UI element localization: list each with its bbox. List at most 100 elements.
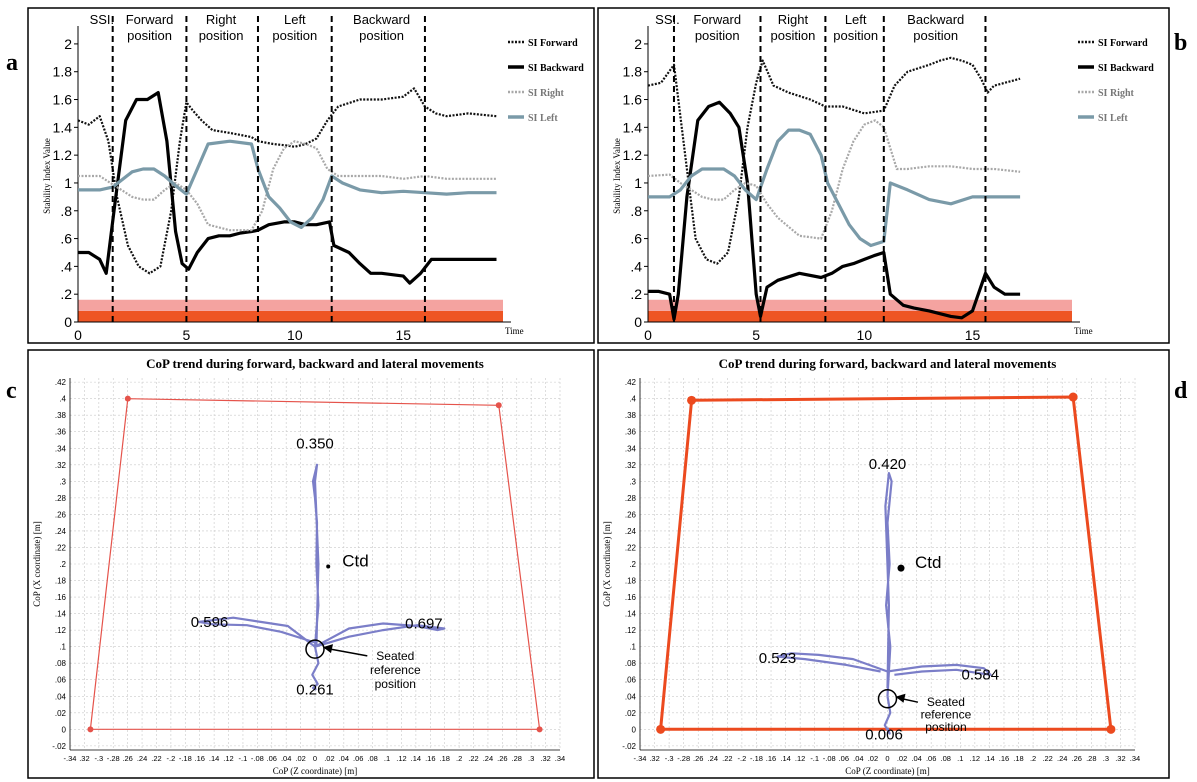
- series-line-si-forward: [647, 56, 1021, 265]
- cop-trace: [884, 472, 893, 697]
- frame-corner-point: [1068, 392, 1078, 402]
- x-tick-label: 5: [183, 327, 191, 343]
- x-tick-label: -.28: [677, 754, 690, 763]
- x-tick-label: .32: [540, 754, 550, 763]
- y-tick-label: .18: [625, 577, 637, 586]
- y-tick-label: -.02: [52, 742, 66, 751]
- x-tick-label: .3: [528, 754, 534, 763]
- y-tick-label: .16: [625, 593, 637, 602]
- y-tick-label: 1.6: [623, 92, 643, 108]
- series-line-si-forward: [77, 87, 497, 275]
- centroid-dot: [326, 564, 331, 569]
- seated-reference-circle: [305, 639, 325, 659]
- panel-frame-c: [27, 349, 595, 779]
- annotation-label: reference: [921, 708, 972, 722]
- risk-band: [648, 310, 1072, 322]
- y-tick-label: 2: [64, 36, 72, 52]
- y-tick-label: .02: [55, 709, 67, 718]
- y-tick-label: .24: [625, 527, 637, 536]
- chart-panel-a: 0 .2 .4 .6 .8 1 1.2 1.4 1.6 1.8 2 0 5 10 15 Time Stabili…: [42, 12, 584, 343]
- x-tick-label: .06: [353, 754, 363, 763]
- y-tick-label: 0: [632, 725, 637, 734]
- x-tick-label: .24: [708, 754, 718, 763]
- x-tick-label: .06: [839, 754, 849, 763]
- y-tick-label: .2: [60, 286, 72, 302]
- x-tick-label: -.18: [179, 754, 192, 763]
- y-tick-label: 1.8: [623, 64, 643, 80]
- y-tick-label: .08: [625, 659, 637, 668]
- panel-frame-a: [27, 7, 595, 344]
- x-tick-label: .22: [1042, 754, 1052, 763]
- y-tick-label: .32: [625, 461, 637, 470]
- cop-trace: [311, 646, 320, 691]
- x-tick-label: -.3: [665, 754, 674, 763]
- phase-label: position: [272, 28, 317, 43]
- x-tick-label: .34: [1130, 754, 1140, 763]
- x-tick-label: .08: [941, 754, 951, 763]
- y-tick-label: .06: [625, 676, 637, 685]
- y-tick-label: 2: [634, 36, 642, 52]
- y-tick-label: .18: [55, 577, 67, 586]
- x-tick-label: .16: [194, 754, 204, 763]
- x-tick-label: .28: [512, 754, 522, 763]
- x-tick-label: .04: [281, 754, 291, 763]
- x-tick-label: .32: [79, 754, 89, 763]
- x-tick-label: .04: [853, 754, 863, 763]
- x-tick-label: .16: [425, 754, 435, 763]
- legend-label: SI Forward: [528, 38, 578, 49]
- y-tick-label: 1: [634, 175, 642, 191]
- y-tick-label: 1.2: [623, 147, 643, 163]
- reference-arrow: [324, 647, 368, 657]
- panel-letter-b: b: [1174, 30, 1187, 56]
- y-tick-label: .28: [55, 494, 67, 503]
- x-tick-label: 0: [885, 754, 889, 763]
- seated-reference-circle: [877, 688, 898, 709]
- y-tick-label: .02: [625, 709, 637, 718]
- x-tick-label: .04: [911, 754, 921, 763]
- y-tick-label: 1.6: [53, 92, 73, 108]
- x-tick-label: 10: [287, 327, 303, 343]
- y-tick-label: .1: [629, 643, 636, 652]
- y-tick-label: .24: [55, 527, 67, 536]
- y-tick-label: .8: [630, 203, 642, 219]
- centroid-dot: [897, 564, 905, 572]
- reference-arrowhead: [895, 693, 906, 703]
- y-tick-label: 1: [64, 175, 72, 191]
- y-tick-label: .32: [55, 461, 67, 470]
- y-tick-label: .16: [55, 593, 67, 602]
- x-tick-label: .32: [649, 754, 659, 763]
- legend-label: SI Right: [1098, 88, 1135, 99]
- frame-corner-point: [495, 402, 502, 409]
- y-tick-label: .2: [59, 560, 66, 569]
- phase-label: position: [359, 28, 404, 43]
- x-tick-label: .04: [339, 754, 349, 763]
- x-tick-label: .12: [795, 754, 805, 763]
- x-tick-label: -.08: [251, 754, 264, 763]
- annotation-label: 0.350: [296, 435, 334, 452]
- x-tick-label: .2: [456, 754, 462, 763]
- y-tick-label: .12: [625, 626, 637, 635]
- x-axis-title: Time: [1074, 326, 1093, 336]
- x-tick-label: .02: [324, 754, 334, 763]
- x-tick-label: 10: [857, 327, 873, 343]
- chart-panel-d: CoP trend during forward, backward and l…: [602, 356, 1140, 776]
- x-tick-label: -.1: [239, 754, 248, 763]
- x-tick-label: -.28: [107, 754, 120, 763]
- panel-frame-b: [597, 7, 1170, 344]
- series-line-si-left: [78, 139, 497, 229]
- y-tick-label: .1: [59, 643, 66, 652]
- y-tick-label: .34: [625, 444, 637, 453]
- x-tick-label: .28: [1086, 754, 1096, 763]
- annotation-label: Ctd: [915, 553, 941, 572]
- chart-title: CoP trend during forward, backward and l…: [719, 356, 1057, 371]
- annotation-label: 0.261: [296, 682, 334, 699]
- y-tick-label: .8: [60, 203, 72, 219]
- x-tick-label: .14: [411, 754, 421, 763]
- y-tick-label: .4: [629, 395, 636, 404]
- y-axis-title: Stability Index Value: [42, 138, 52, 214]
- x-tick-label: .12: [970, 754, 980, 763]
- y-tick-label: .26: [625, 510, 637, 519]
- x-tick-label: .34: [555, 754, 565, 763]
- y-tick-label: .28: [625, 494, 637, 503]
- x-tick-label: .1: [384, 754, 390, 763]
